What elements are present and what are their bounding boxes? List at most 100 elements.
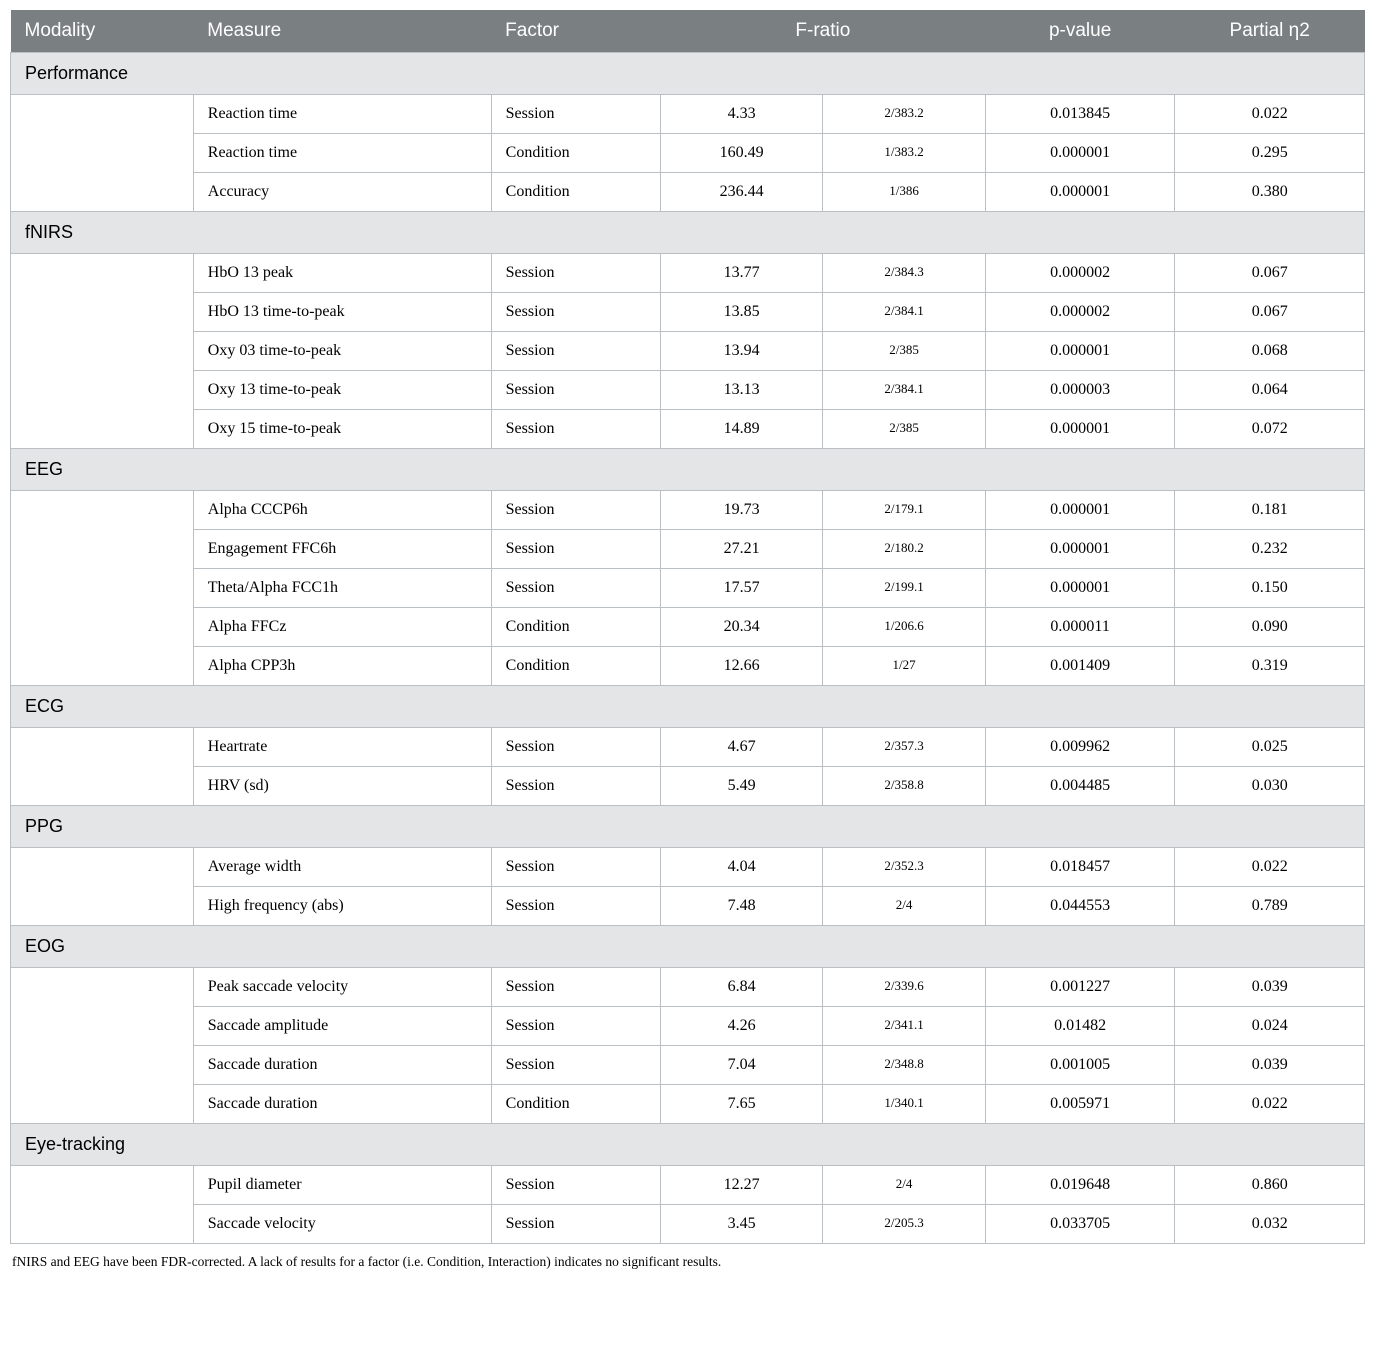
df-cell: 2/357.3: [823, 728, 985, 767]
df-cell: 2/384.1: [823, 371, 985, 410]
modality-cell: [11, 1205, 194, 1244]
df-cell: 1/386: [823, 173, 985, 212]
measure-cell: Pupil diameter: [193, 1166, 491, 1205]
fratio-cell: 5.49: [660, 767, 822, 806]
pvalue-cell: 0.004485: [985, 767, 1175, 806]
measure-cell: Theta/Alpha FCC1h: [193, 569, 491, 608]
df-cell: 2/205.3: [823, 1205, 985, 1244]
table-header-row: Modality Measure Factor F-ratio p-value …: [11, 10, 1365, 53]
table-row: HbO 13 time-to-peakSession13.852/384.10.…: [11, 293, 1365, 332]
factor-cell: Condition: [491, 1085, 660, 1124]
eta-cell: 0.181: [1175, 491, 1365, 530]
table-footnote: fNIRS and EEG have been FDR-corrected. A…: [10, 1244, 1365, 1272]
table-row: Theta/Alpha FCC1hSession17.572/199.10.00…: [11, 569, 1365, 608]
fratio-cell: 236.44: [660, 173, 822, 212]
pvalue-cell: 0.000001: [985, 134, 1175, 173]
table-row: HeartrateSession4.672/357.30.0099620.025: [11, 728, 1365, 767]
measure-cell: HbO 13 time-to-peak: [193, 293, 491, 332]
measure-cell: Saccade velocity: [193, 1205, 491, 1244]
factor-cell: Session: [491, 1166, 660, 1205]
modality-cell: [11, 887, 194, 926]
df-cell: 2/341.1: [823, 1007, 985, 1046]
section-header: PPG: [11, 806, 1365, 848]
measure-cell: Reaction time: [193, 134, 491, 173]
df-cell: 2/385: [823, 410, 985, 449]
pvalue-cell: 0.009962: [985, 728, 1175, 767]
pvalue-cell: 0.000001: [985, 410, 1175, 449]
table-row: Average widthSession4.042/352.30.0184570…: [11, 848, 1365, 887]
measure-cell: HbO 13 peak: [193, 254, 491, 293]
df-cell: 2/4: [823, 887, 985, 926]
table-row: Peak saccade velocitySession6.842/339.60…: [11, 968, 1365, 1007]
modality-cell: [11, 647, 194, 686]
df-cell: 1/206.6: [823, 608, 985, 647]
fratio-cell: 7.48: [660, 887, 822, 926]
eta-cell: 0.150: [1175, 569, 1365, 608]
factor-cell: Session: [491, 1205, 660, 1244]
df-cell: 1/383.2: [823, 134, 985, 173]
eta-cell: 0.022: [1175, 1085, 1365, 1124]
stats-table: Modality Measure Factor F-ratio p-value …: [10, 10, 1365, 1244]
table-row: Saccade durationSession7.042/348.80.0010…: [11, 1046, 1365, 1085]
pvalue-cell: 0.000001: [985, 530, 1175, 569]
eta-cell: 0.295: [1175, 134, 1365, 173]
modality-cell: [11, 1046, 194, 1085]
eta-cell: 0.022: [1175, 848, 1365, 887]
modality-cell: [11, 95, 194, 134]
modality-cell: [11, 1007, 194, 1046]
measure-cell: Oxy 03 time-to-peak: [193, 332, 491, 371]
eta-cell: 0.032: [1175, 1205, 1365, 1244]
modality-cell: [11, 332, 194, 371]
eta-cell: 0.039: [1175, 1046, 1365, 1085]
factor-cell: Session: [491, 968, 660, 1007]
df-cell: 2/384.3: [823, 254, 985, 293]
modality-cell: [11, 608, 194, 647]
eta-cell: 0.232: [1175, 530, 1365, 569]
fratio-cell: 19.73: [660, 491, 822, 530]
pvalue-cell: 0.000002: [985, 293, 1175, 332]
df-cell: 2/199.1: [823, 569, 985, 608]
section-header: EEG: [11, 449, 1365, 491]
modality-cell: [11, 968, 194, 1007]
fratio-cell: 13.13: [660, 371, 822, 410]
section-title: Performance: [11, 53, 1365, 95]
fratio-cell: 12.27: [660, 1166, 822, 1205]
eta-cell: 0.380: [1175, 173, 1365, 212]
df-cell: 2/339.6: [823, 968, 985, 1007]
fratio-cell: 4.33: [660, 95, 822, 134]
df-cell: 1/27: [823, 647, 985, 686]
df-cell: 1/340.1: [823, 1085, 985, 1124]
measure-cell: Peak saccade velocity: [193, 968, 491, 1007]
measure-cell: Reaction time: [193, 95, 491, 134]
table-row: Oxy 03 time-to-peakSession13.942/3850.00…: [11, 332, 1365, 371]
pvalue-cell: 0.000011: [985, 608, 1175, 647]
table-row: Saccade durationCondition7.651/340.10.00…: [11, 1085, 1365, 1124]
modality-cell: [11, 410, 194, 449]
factor-cell: Condition: [491, 647, 660, 686]
section-title: EEG: [11, 449, 1365, 491]
section-header: ECG: [11, 686, 1365, 728]
pvalue-cell: 0.018457: [985, 848, 1175, 887]
table-row: Alpha CPP3hCondition12.661/270.0014090.3…: [11, 647, 1365, 686]
factor-cell: Condition: [491, 608, 660, 647]
section-header: Eye-tracking: [11, 1124, 1365, 1166]
col-fratio: F-ratio: [660, 10, 985, 53]
table-row: Pupil diameterSession12.272/40.0196480.8…: [11, 1166, 1365, 1205]
measure-cell: Saccade duration: [193, 1046, 491, 1085]
factor-cell: Session: [491, 1046, 660, 1085]
col-pvalue: p-value: [985, 10, 1175, 53]
table-row: Reaction timeCondition160.491/383.20.000…: [11, 134, 1365, 173]
table-row: Alpha FFCzCondition20.341/206.60.0000110…: [11, 608, 1365, 647]
modality-cell: [11, 1166, 194, 1205]
modality-cell: [11, 134, 194, 173]
factor-cell: Session: [491, 767, 660, 806]
fratio-cell: 17.57: [660, 569, 822, 608]
fratio-cell: 14.89: [660, 410, 822, 449]
factor-cell: Session: [491, 95, 660, 134]
fratio-cell: 7.04: [660, 1046, 822, 1085]
factor-cell: Session: [491, 410, 660, 449]
modality-cell: [11, 767, 194, 806]
fratio-cell: 20.34: [660, 608, 822, 647]
table-row: High frequency (abs)Session7.482/40.0445…: [11, 887, 1365, 926]
df-cell: 2/179.1: [823, 491, 985, 530]
